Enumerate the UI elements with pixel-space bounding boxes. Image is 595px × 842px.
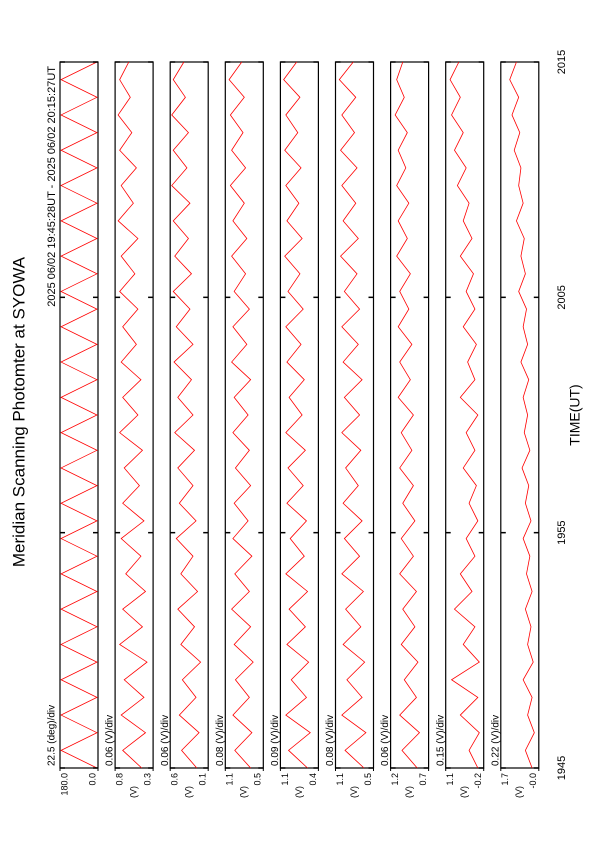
y-tick-label: 0.5 xyxy=(253,773,263,786)
y-tick-label: 1.1 xyxy=(445,773,455,786)
panel-frame xyxy=(445,61,485,769)
y-tick-label: -0.2 xyxy=(473,773,483,789)
y-tick-label: 1.1 xyxy=(335,773,345,786)
y-axis-label: (V) xyxy=(404,786,414,798)
y-tick-label: 0.5 xyxy=(363,773,373,786)
subtitle: 2025 06/02 19:45:28UT - 2025 06/02 20:15… xyxy=(46,66,58,307)
data-line xyxy=(394,61,421,769)
y-axis-label: (V) xyxy=(514,786,524,798)
y-tick-label: 0.4 xyxy=(308,773,318,786)
x-tick-label: 1955 xyxy=(556,520,568,544)
data-line xyxy=(117,61,148,769)
y-tick-label: 0.6 xyxy=(170,773,180,786)
data-line xyxy=(338,61,367,769)
y-tick-label: -0.0 xyxy=(528,773,538,789)
data-line xyxy=(283,61,311,769)
y-tick-label: 1.2 xyxy=(390,773,400,786)
data-line xyxy=(228,61,254,769)
scale-label: 0.08 (V)/div xyxy=(325,715,336,766)
x-tick-label: 1945 xyxy=(556,756,568,780)
panel-frame xyxy=(500,61,540,769)
y-tick-label: 180.0 xyxy=(59,773,69,796)
y-tick-label: 1.1 xyxy=(280,773,290,786)
panel-frame xyxy=(390,61,430,769)
y-tick-label: 0.8 xyxy=(114,773,124,786)
y-axis-label: (V) xyxy=(294,786,304,798)
scale-label: 0.06 (V)/div xyxy=(105,715,116,766)
scale-label: 0.08 (V)/div xyxy=(215,715,226,766)
chart-title: Meridian Scanning Photomter at SYOWA xyxy=(9,256,28,567)
panel-frame xyxy=(169,61,209,769)
y-axis-label: (V) xyxy=(239,786,249,798)
data-line xyxy=(60,61,98,769)
panel-frame xyxy=(334,61,375,769)
scale-label: 0.06 (V)/div xyxy=(160,715,171,766)
rotated-plot: Meridian Scanning Photomter at SYOWA 202… xyxy=(9,50,582,798)
y-axis-label: (V) xyxy=(184,786,194,798)
x-tick-label: 2005 xyxy=(556,285,568,309)
y-tick-label: 0.7 xyxy=(418,773,428,786)
x-tick-label: 2015 xyxy=(556,50,568,74)
panel-frame xyxy=(279,61,319,769)
data-line xyxy=(509,61,535,769)
scale-label: 0.22 (V)/div xyxy=(490,715,501,766)
y-axis-label: (V) xyxy=(349,786,359,798)
scale-label: 0.15 (V)/div xyxy=(435,715,446,766)
panel-frame xyxy=(224,61,264,769)
y-tick-label: 1.7 xyxy=(500,773,510,786)
scale-label: 0.09 (V)/div xyxy=(270,715,281,766)
data-line xyxy=(449,61,480,769)
scale-label: 22.5 (deg)/div xyxy=(47,705,58,766)
x-axis-label: TIME(UT) xyxy=(567,384,583,445)
scale-label: 0.06 (V)/div xyxy=(380,715,391,766)
panel-frame xyxy=(114,61,154,769)
y-tick-label: 0.1 xyxy=(198,773,208,786)
y-tick-label: 0.3 xyxy=(142,773,152,786)
y-axis-label: (V) xyxy=(128,786,138,798)
y-tick-label: 0.0 xyxy=(87,773,97,786)
panel-frame xyxy=(59,61,99,769)
y-tick-label: 1.1 xyxy=(225,773,235,786)
data-line xyxy=(171,61,202,769)
y-axis-label: (V) xyxy=(459,786,469,798)
